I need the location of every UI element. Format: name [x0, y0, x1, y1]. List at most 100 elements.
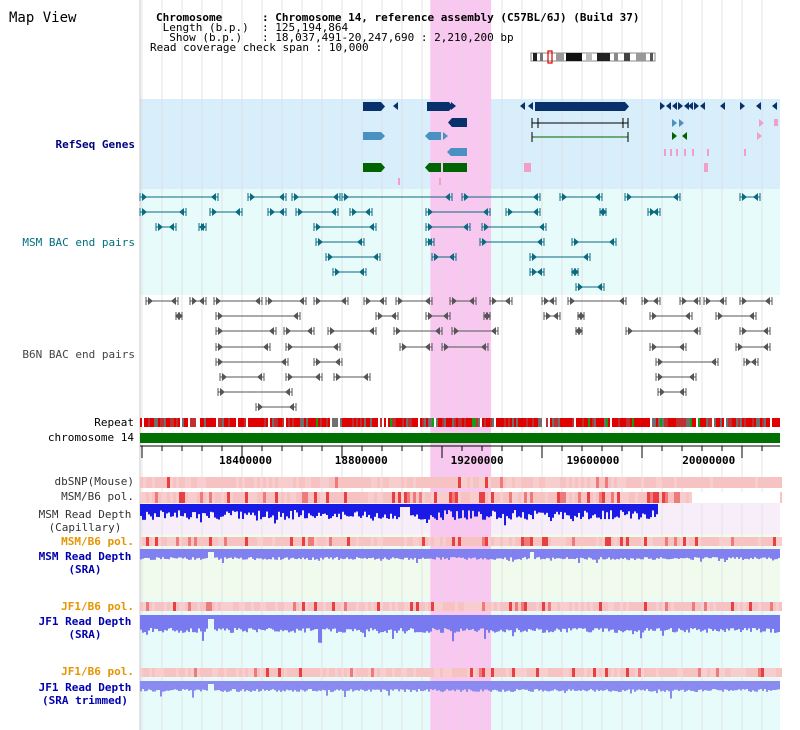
depth-bar: [600, 681, 602, 691]
depth-bar: [580, 504, 582, 520]
depth-bar: [370, 681, 372, 692]
gene-block: [447, 148, 467, 156]
depth-bar: [318, 549, 320, 561]
depth-bar: [372, 549, 374, 558]
pol-cell: [335, 537, 338, 546]
pol-cell: [212, 477, 215, 488]
pol-cell: [206, 477, 209, 488]
bac-end-arrow: [333, 343, 338, 351]
depth-bar: [464, 681, 466, 690]
pol-cell: [374, 668, 377, 677]
pol-cell: [701, 602, 704, 611]
pol-cell: [233, 477, 236, 488]
pol-cell: [761, 477, 764, 488]
depth-bar: [502, 681, 504, 690]
pol-cell: [497, 492, 500, 503]
pol-cell: [704, 477, 707, 488]
bac-end-arrow: [216, 297, 221, 305]
depth-bar: [590, 681, 592, 690]
pol-cell: [644, 602, 647, 611]
depth-bar: [578, 681, 580, 691]
depth-bar: [510, 615, 512, 631]
depth-bar: [540, 681, 542, 690]
track-label-msm-bac[interactable]: MSM BAC end pairs: [22, 236, 135, 249]
pol-cell: [584, 602, 587, 611]
track-label-dbsnp[interactable]: dbSNP(Mouse): [54, 475, 134, 488]
repeat-segment: [310, 418, 312, 427]
track-label-repeat[interactable]: Repeat: [94, 416, 134, 429]
pol-cell: [206, 492, 209, 503]
pol-cell: [290, 492, 293, 503]
depth-bar: [506, 615, 508, 630]
pol-cell: [344, 492, 347, 503]
depth-bar: [458, 549, 460, 558]
pol-cell: [257, 537, 260, 546]
depth-bar: [652, 549, 654, 560]
pol-cell: [308, 477, 311, 488]
track-label-jf1-b6-pol-2[interactable]: JF1/B6 pol.: [61, 665, 134, 678]
pol-cell: [671, 537, 674, 546]
depth-bar: [764, 615, 766, 632]
pol-cell: [278, 537, 281, 546]
pol-cell: [566, 602, 569, 611]
exon-arrow: [684, 102, 689, 110]
pol-cell: [236, 602, 239, 611]
track-label-jf1-depth-sra[interactable]: JF1 Read Depth (SRA): [38, 615, 132, 641]
repeat-segment: [246, 418, 248, 427]
depth-bar: [322, 504, 324, 514]
depth-bar: [324, 549, 326, 558]
pol-cell: [440, 668, 443, 677]
track-label-msm-b6-pol[interactable]: MSM/B6 pol.: [61, 490, 134, 503]
pol-cell: [398, 602, 401, 611]
pol-cell: [233, 537, 236, 546]
depth-bar: [594, 549, 596, 560]
track-label-msm-depth-sra[interactable]: MSM Read Depth (SRA): [38, 550, 132, 576]
depth-bar: [752, 615, 754, 629]
track-label-msm-depth-capillary[interactable]: MSM Read Depth (Capillary): [38, 508, 132, 534]
track-label-jf1-b6-pol[interactable]: JF1/B6 pol.: [61, 600, 134, 613]
pol-cell: [152, 537, 155, 546]
track-label-chromosome[interactable]: chromosome 14: [47, 431, 134, 444]
depth-bar: [594, 615, 596, 629]
pol-cell: [287, 668, 290, 677]
depth-bar: [560, 681, 562, 691]
depth-bar: [304, 549, 306, 560]
depth-bar: [602, 681, 604, 691]
depth-bar: [554, 549, 556, 560]
depth-bar: [406, 504, 408, 507]
pol-cell: [296, 668, 299, 677]
pol-cell: [293, 602, 296, 611]
depth-bar: [270, 549, 272, 560]
pol-cell: [149, 602, 152, 611]
track-label-jf1-depth-trimmed[interactable]: JF1 Read Depth (SRA trimmed): [38, 681, 132, 707]
pol-cell: [314, 477, 317, 488]
pol-cell: [281, 668, 284, 677]
depth-bar: [422, 504, 424, 520]
depth-bar: [192, 549, 194, 558]
pol-cell: [740, 668, 743, 677]
depth-bar: [204, 681, 206, 690]
depth-bar: [286, 615, 288, 631]
pol-cell: [503, 602, 506, 611]
track-label-b6n-bac[interactable]: B6N BAC end pairs: [22, 348, 135, 361]
depth-bar: [244, 549, 246, 560]
depth-bar: [332, 549, 334, 560]
bac-end-arrow: [464, 193, 469, 201]
gene-pink: [684, 149, 686, 156]
depth-bar: [628, 504, 630, 512]
repeat-segment: [650, 418, 652, 427]
repeat-segment: [264, 418, 266, 427]
pol-cell: [548, 668, 551, 677]
depth-bar: [546, 504, 548, 513]
pol-cell: [458, 492, 461, 503]
depth-bar: [538, 615, 540, 630]
depth-bar: [582, 615, 584, 629]
repeat-segment: [610, 418, 612, 427]
depth-bar: [176, 615, 178, 631]
track-label-refseq[interactable]: RefSeq Genes: [55, 138, 135, 151]
depth-bar: [426, 681, 428, 690]
pol-cell: [656, 537, 659, 546]
depth-bar: [304, 504, 306, 519]
depth-bar: [310, 549, 312, 560]
track-label-msm-b6-pol-sra[interactable]: MSM/B6 pol.: [61, 535, 134, 548]
